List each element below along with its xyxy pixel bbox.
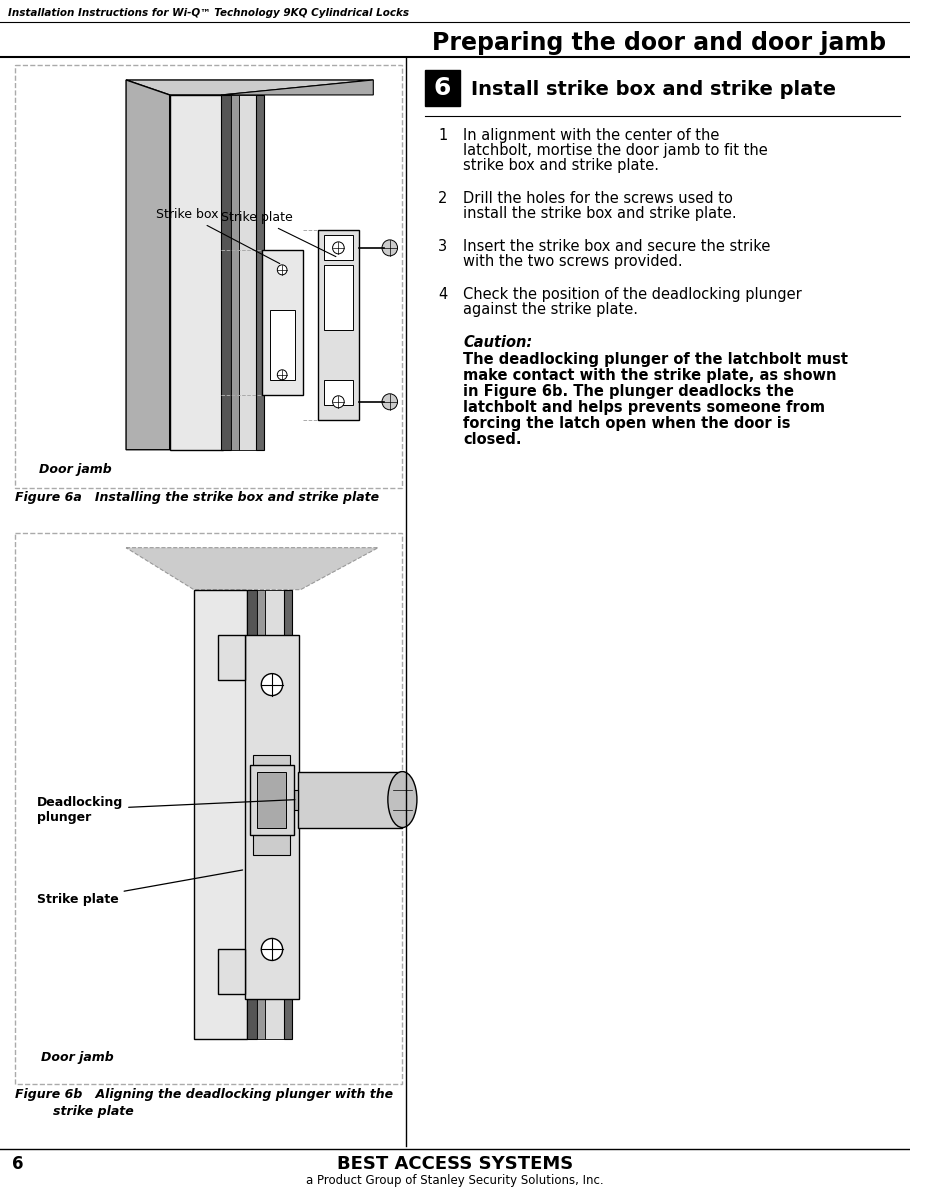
Bar: [256, 95, 264, 450]
Polygon shape: [126, 80, 373, 95]
Bar: [269, 310, 295, 380]
Text: Preparing the door and door jamb: Preparing the door and door jamb: [432, 31, 886, 55]
Text: Install strike box and strike plate: Install strike box and strike plate: [471, 81, 837, 100]
Text: Deadlocking
plunger: Deadlocking plunger: [37, 796, 295, 823]
Bar: [248, 590, 257, 1040]
Text: strike plate: strike plate: [53, 1105, 134, 1118]
Text: forcing the latch open when the door is: forcing the latch open when the door is: [463, 416, 791, 431]
Text: Strike box: Strike box: [156, 208, 280, 263]
Text: 3: 3: [438, 239, 447, 254]
Text: Caution:: Caution:: [463, 335, 533, 350]
Text: latchbolt and helps prevents someone from: latchbolt and helps prevents someone fro…: [463, 400, 825, 414]
Text: against the strike plate.: against the strike plate.: [463, 301, 639, 317]
Text: Door jamb: Door jamb: [38, 463, 112, 475]
Ellipse shape: [387, 772, 416, 828]
Bar: [250, 765, 294, 835]
Text: install the strike box and strike plate.: install the strike box and strike plate.: [463, 206, 737, 220]
Bar: [257, 590, 265, 1040]
Text: strike box and strike plate.: strike box and strike plate.: [463, 158, 659, 173]
Text: with the two screws provided.: with the two screws provided.: [463, 254, 683, 269]
Bar: [238, 95, 256, 450]
Text: Door jamb: Door jamb: [40, 1052, 113, 1065]
Bar: [265, 590, 284, 1040]
Text: Strike plate: Strike plate: [37, 869, 243, 906]
Bar: [324, 264, 353, 330]
Text: Figure 6a   Installing the strike box and strike plate: Figure 6a Installing the strike box and …: [15, 491, 379, 504]
Bar: [324, 235, 353, 260]
Circle shape: [382, 239, 398, 256]
Circle shape: [382, 394, 398, 410]
Text: latchbolt, mortise the door jamb to fit the: latchbolt, mortise the door jamb to fit …: [463, 143, 768, 158]
Text: 6: 6: [11, 1155, 23, 1173]
Circle shape: [278, 264, 287, 275]
Text: In alignment with the center of the: In alignment with the center of the: [463, 127, 719, 143]
Bar: [221, 95, 231, 450]
Text: Figure 6b   Aligning the deadlocking plunger with the: Figure 6b Aligning the deadlocking plung…: [15, 1089, 393, 1102]
Text: Insert the strike box and secure the strike: Insert the strike box and secure the str…: [463, 239, 771, 254]
Text: a Product Group of Stanley Security Solutions, Inc.: a Product Group of Stanley Security Solu…: [306, 1174, 603, 1187]
Bar: [219, 949, 246, 994]
Text: Strike plate: Strike plate: [221, 211, 336, 256]
Text: Check the position of the deadlocking plunger: Check the position of the deadlocking pl…: [463, 287, 802, 301]
Text: in Figure 6b. The plunger deadlocks the: in Figure 6b. The plunger deadlocks the: [463, 384, 794, 399]
Bar: [425, 70, 460, 106]
Polygon shape: [126, 80, 170, 450]
Circle shape: [333, 242, 344, 254]
Bar: [262, 250, 303, 394]
Text: make contact with the strike plate, as shown: make contact with the strike plate, as s…: [463, 368, 837, 382]
Polygon shape: [221, 80, 373, 95]
Text: The deadlocking plunger of the latchbolt must: The deadlocking plunger of the latchbolt…: [463, 351, 849, 367]
Text: 6: 6: [433, 76, 451, 100]
Bar: [170, 95, 223, 450]
Text: 4: 4: [438, 287, 447, 301]
Bar: [324, 380, 353, 405]
Circle shape: [262, 939, 282, 960]
Bar: [283, 790, 297, 810]
Bar: [257, 772, 286, 828]
Text: Installation Instructions for Wi-Q™ Technology 9KQ Cylindrical Locks: Installation Instructions for Wi-Q™ Tech…: [8, 8, 409, 18]
Bar: [253, 755, 290, 854]
Text: 1: 1: [438, 127, 447, 143]
Circle shape: [333, 395, 344, 407]
Bar: [297, 772, 402, 828]
Text: closed.: closed.: [463, 432, 522, 447]
Bar: [194, 590, 248, 1040]
Bar: [231, 95, 238, 450]
Text: 2: 2: [438, 191, 447, 206]
Circle shape: [262, 674, 282, 696]
Polygon shape: [126, 548, 378, 590]
Text: BEST ACCESS SYSTEMS: BEST ACCESS SYSTEMS: [337, 1155, 573, 1173]
Bar: [318, 230, 358, 419]
Bar: [219, 635, 246, 680]
Bar: [246, 635, 298, 999]
Bar: [284, 590, 292, 1040]
Text: Drill the holes for the screws used to: Drill the holes for the screws used to: [463, 191, 734, 206]
Circle shape: [278, 369, 287, 380]
